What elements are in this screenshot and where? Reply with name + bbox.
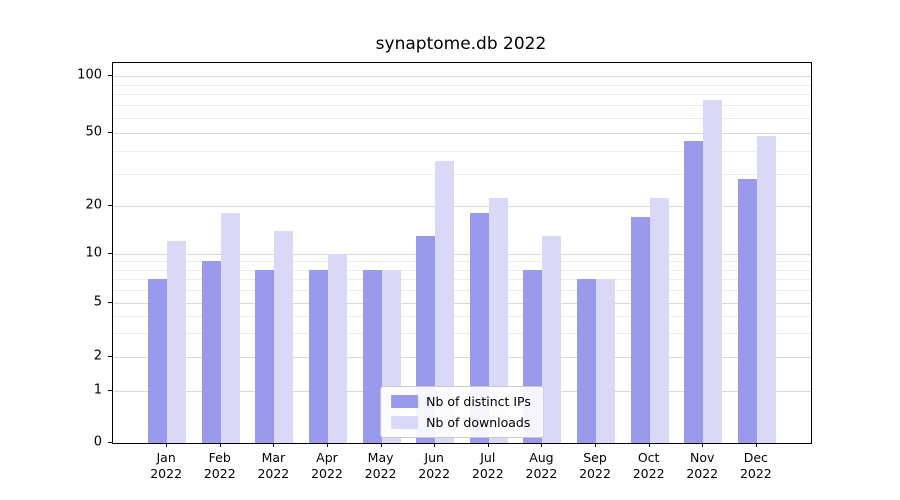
chart-title: synaptome.db 2022 [375,34,547,54]
x-tick-label: Jul 2022 [471,450,504,482]
bar-distinct-ips [469,213,489,443]
gridline-major [113,303,811,304]
x-tick-mark [648,443,650,447]
legend-item-downloads: Nb of downloads [391,415,531,430]
gridline-minor [113,333,811,335]
x-tick-mark [273,443,275,447]
bar-distinct-ips [255,269,275,443]
x-tick-mark [326,443,328,447]
bar-distinct-ips [630,217,650,443]
plot-area: Nb of distinct IPs Nb of downloads [112,62,812,444]
gridline-minor [113,261,811,263]
x-tick-label: Apr 2022 [311,450,343,482]
y-tick-label: 2 [93,348,102,364]
bar-downloads [435,161,455,443]
x-tick-mark [219,443,221,447]
x-tick-label: Feb 2022 [203,450,236,482]
gridline-minor [113,118,811,119]
y-tick-label: 20 [85,197,102,213]
legend-item-distinct-ips: Nb of distinct IPs [391,394,531,409]
bar-downloads [756,136,776,443]
bar-downloads [703,99,723,443]
legend-label-distinct-ips: Nb of distinct IPs [426,394,531,409]
y-tick-mark [108,253,112,254]
gridline-minor [113,316,811,318]
x-tick-label: Dec 2022 [739,450,772,482]
y-tick-label: 0 [93,434,102,450]
x-tick-mark [380,443,382,447]
y-tick-mark [108,75,112,76]
gridline-major [113,133,811,134]
gridline-minor [113,173,811,175]
y-tick-mark [108,356,112,357]
legend-label-downloads: Nb of downloads [426,415,531,430]
gridline-major [113,206,811,207]
gridline-major [113,357,811,358]
bar-distinct-ips [308,269,328,443]
gridline-minor [113,84,811,86]
bar-distinct-ips [201,261,221,443]
x-tick-label: Mar 2022 [257,450,290,482]
gridline-minor [113,94,811,96]
bar-distinct-ips [577,279,597,443]
bar-downloads [542,235,562,443]
bar-downloads [488,198,508,443]
bar-downloads [596,279,616,443]
y-tick-label: 10 [85,245,102,261]
bar-downloads [167,241,187,443]
gridline-minor [113,290,811,292]
gridline-minor [113,269,811,271]
bar-downloads [274,230,294,443]
gridline-minor [113,150,811,152]
x-tick-mark [702,443,704,447]
x-tick-mark [595,443,597,447]
y-tick-mark [108,302,112,303]
x-tick-label: Nov 2022 [686,450,719,482]
x-tick-mark [434,443,436,447]
legend-swatch-downloads [391,416,419,429]
y-tick-mark [108,442,112,443]
gridline-major [113,254,811,255]
x-tick-mark [487,443,489,447]
x-tick-label: May 2022 [364,450,397,482]
legend-swatch-distinct-ips [391,395,419,408]
x-tick-label: Jan 2022 [150,450,183,482]
bar-downloads [327,254,347,443]
bar-distinct-ips [737,179,757,443]
y-tick-mark [108,132,112,133]
bar-downloads [649,198,669,443]
x-tick-mark [755,443,757,447]
y-tick-mark [108,205,112,206]
bar-downloads [220,213,240,443]
bar-distinct-ips [684,141,704,443]
bar-distinct-ips [148,279,168,443]
legend: Nb of distinct IPs Nb of downloads [380,386,544,438]
gridline-major [113,76,811,77]
y-tick-mark [108,390,112,391]
y-tick-label: 50 [85,124,102,140]
gridline-minor [113,105,811,107]
y-tick-label: 5 [93,294,102,310]
x-tick-label: Sep 2022 [579,450,611,482]
y-tick-label: 1 [93,382,102,398]
x-tick-label: Oct 2022 [632,450,665,482]
gridline-minor [113,279,811,281]
y-tick-label: 100 [77,67,102,83]
x-tick-mark [166,443,168,447]
bar-distinct-ips [362,269,382,443]
x-tick-label: Jun 2022 [418,450,451,482]
x-tick-mark [541,443,543,447]
x-tick-label: Aug 2022 [525,450,558,482]
